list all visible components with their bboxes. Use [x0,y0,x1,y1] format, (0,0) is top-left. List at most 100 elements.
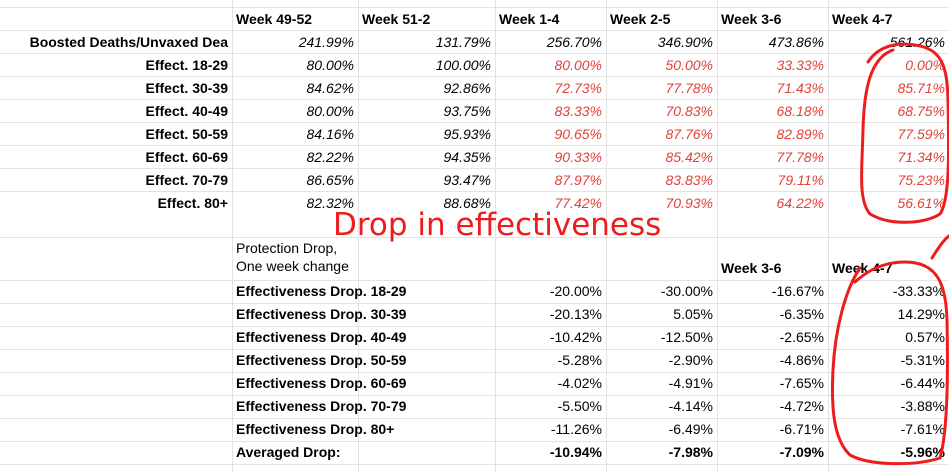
column-header-week[interactable]: Week 51-2 [362,11,431,27]
data-cell[interactable]: -4.72% [779,398,824,414]
data-cell[interactable]: -12.50% [660,329,713,345]
data-cell[interactable]: 71.34% [897,149,945,165]
row-label[interactable]: Effect. 80+ [157,195,228,211]
data-cell[interactable]: -10.94% [549,444,602,460]
data-cell[interactable]: -6.44% [900,375,945,391]
data-cell[interactable]: 79.11% [777,172,824,188]
data-cell[interactable]: 85.42% [665,149,713,165]
data-cell[interactable]: 50.00% [665,57,713,73]
data-cell[interactable]: 87.97% [554,172,602,188]
data-cell[interactable]: 90.33% [554,149,602,165]
data-cell[interactable]: 86.65% [306,172,354,188]
data-cell[interactable]: 77.78% [665,80,713,96]
data-cell[interactable]: 72.73% [554,80,602,96]
data-cell[interactable]: 80.00% [306,103,354,119]
data-cell[interactable]: 68.18% [776,103,824,119]
data-cell[interactable]: 84.62% [306,80,354,96]
row-label[interactable]: Effectiveness Drop. 18-29 [236,283,407,299]
data-cell[interactable]: 93.47% [443,172,491,188]
data-cell[interactable]: 346.90% [657,34,713,50]
column-header-week[interactable]: Week 2-5 [610,11,671,27]
data-cell[interactable]: 92.86% [443,80,491,96]
data-cell[interactable]: -16.67% [771,283,824,299]
data-cell[interactable]: -5.96% [900,444,945,460]
data-cell[interactable]: -20.13% [549,306,602,322]
data-cell[interactable]: 80.00% [554,57,602,73]
data-cell[interactable]: 75.23% [897,172,945,188]
data-cell[interactable]: 82.22% [306,149,354,165]
data-cell[interactable]: 82.89% [776,126,824,142]
data-cell[interactable]: 93.75% [443,103,491,119]
data-cell[interactable]: 5.05% [673,306,713,322]
data-cell[interactable]: 14.29% [897,306,945,322]
row-label[interactable]: Effect. 60-69 [145,149,228,165]
data-cell[interactable]: -6.71% [779,421,824,437]
data-cell[interactable]: -20.00% [549,283,602,299]
row-label[interactable]: Averaged Drop: [236,444,341,460]
data-cell[interactable]: -2.65% [779,329,824,345]
data-cell[interactable]: 90.65% [554,126,602,142]
row-label[interactable]: Effect. 40-49 [145,103,228,119]
data-cell[interactable]: 33.33% [776,57,824,73]
data-cell[interactable]: -2.90% [668,352,713,368]
data-cell[interactable]: -5.28% [557,352,602,368]
row-label[interactable]: Effect. 30-39 [145,80,228,96]
data-cell[interactable]: -11.26% [550,421,602,437]
data-cell[interactable]: -33.33% [892,283,945,299]
column-header-week[interactable]: Week 3-6 [721,11,782,27]
row-label[interactable]: Effect. 18-29 [145,57,228,73]
row-label[interactable]: Effectiveness Drop. 60-69 [236,375,407,391]
data-cell[interactable]: 473.86% [768,34,824,50]
data-cell[interactable]: 131.79% [435,34,491,50]
column-header-week[interactable]: Week 49-52 [236,11,313,27]
data-cell[interactable]: -5.50% [557,398,602,414]
data-cell[interactable]: -4.14% [668,398,713,414]
column-header-week[interactable]: Week 1-4 [499,11,560,27]
column-header-week[interactable]: Week 4-7 [832,11,893,27]
data-cell[interactable]: 85.71% [897,80,945,96]
data-cell[interactable]: 88.68% [443,195,491,211]
data-cell[interactable]: 56.61% [897,195,945,211]
data-cell[interactable]: -30.00% [660,283,713,299]
data-cell[interactable]: -6.35% [779,306,824,322]
data-cell[interactable]: -4.02% [557,375,602,391]
data-cell[interactable]: 0.00% [905,57,945,73]
data-cell[interactable]: -3.88% [900,398,945,414]
data-cell[interactable]: -7.98% [668,444,713,460]
column-header-week[interactable]: Week 3-6 [721,260,782,276]
row-label[interactable]: Effectiveness Drop. 70-79 [236,398,407,414]
data-cell[interactable]: 64.22% [776,195,824,211]
data-cell[interactable]: 0.57% [905,329,945,345]
data-cell[interactable]: 77.78% [776,149,824,165]
column-header-week[interactable]: Week 4-7 [832,260,893,276]
data-cell[interactable]: 70.83% [665,103,713,119]
data-cell[interactable]: -5.31% [900,352,945,368]
data-cell[interactable]: 256.70% [546,34,602,50]
data-cell[interactable]: 71.43% [776,80,824,96]
row-label[interactable]: Effectiveness Drop. 50-59 [236,352,407,368]
data-cell[interactable]: 83.33% [554,103,602,119]
protection-drop-label[interactable]: Protection Drop, One week change [232,239,508,279]
data-cell[interactable]: 87.76% [665,126,713,142]
data-cell[interactable]: 77.42% [554,195,602,211]
data-cell[interactable]: 94.35% [443,149,491,165]
row-label[interactable]: Effectiveness Drop. 80+ [236,421,395,437]
row-label[interactable]: Effectiveness Drop. 30-39 [236,306,407,322]
data-cell[interactable]: 77.59% [897,126,945,142]
data-cell[interactable]: 241.99% [298,34,354,50]
data-cell[interactable]: 80.00% [306,57,354,73]
data-cell[interactable]: -4.91% [668,375,713,391]
data-cell[interactable]: 561.26% [889,34,945,50]
data-cell[interactable]: 100.00% [435,57,491,73]
data-cell[interactable]: 70.93% [665,195,713,211]
data-cell[interactable]: 82.32% [306,195,354,211]
data-cell[interactable]: -10.42% [549,329,602,345]
data-cell[interactable]: -7.65% [779,375,824,391]
data-cell[interactable]: -4.86% [779,352,824,368]
data-cell[interactable]: 84.16% [306,126,354,142]
row-label[interactable]: Boosted Deaths/Unvaxed Dea [29,34,228,50]
data-cell[interactable]: -7.09% [779,444,824,460]
row-label[interactable]: Effect. 50-59 [145,126,228,142]
data-cell[interactable]: -7.61% [900,421,945,437]
data-cell[interactable]: 83.83% [665,172,713,188]
